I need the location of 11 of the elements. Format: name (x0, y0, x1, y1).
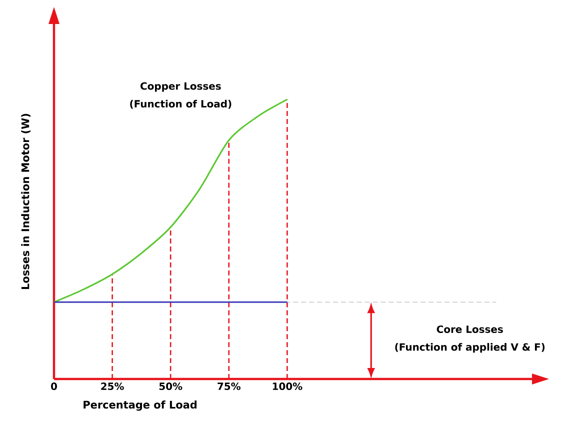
annotation: (Function of applied V & F) (395, 343, 545, 353)
x-tick-label: 75% (218, 382, 240, 390)
annotation: Core Losses (436, 325, 503, 333)
x-tick-label: 0 (51, 382, 57, 390)
x-tick-label: 50% (159, 382, 182, 390)
text: Copper Losses (140, 82, 221, 92)
y-axis-title: Losses in Induction Motor (W) (21, 114, 30, 290)
x-tick-label: 100% (272, 382, 302, 390)
x-axis-title: Percentage of Load (84, 400, 197, 411)
annotation: (Function of Load) (130, 100, 232, 109)
x-tick-label: 25% (101, 382, 124, 390)
